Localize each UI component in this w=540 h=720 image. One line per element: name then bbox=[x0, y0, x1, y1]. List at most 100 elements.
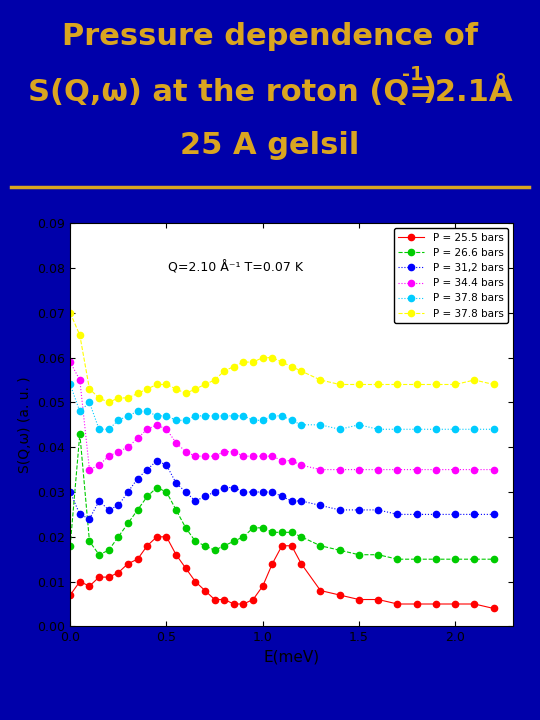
P = 25.5 bars bbox=[298, 559, 305, 568]
P = 34.4 bars bbox=[490, 465, 497, 474]
P = 31,2 bars bbox=[192, 497, 199, 505]
P = 37.8 bars bbox=[202, 412, 208, 420]
P = 37.8 bars bbox=[67, 308, 73, 317]
P = 31,2 bars bbox=[211, 487, 218, 496]
P = 26.6 bars bbox=[153, 483, 160, 492]
P = 25.5 bars bbox=[221, 595, 227, 604]
P = 25.5 bars bbox=[250, 595, 256, 604]
P = 37.8 bars bbox=[317, 420, 323, 429]
P = 34.4 bars bbox=[414, 465, 420, 474]
P = 37.8 bars bbox=[231, 412, 237, 420]
P = 37.8 bars bbox=[105, 398, 112, 407]
P = 26.6 bars bbox=[317, 541, 323, 550]
P = 34.4 bars bbox=[96, 461, 102, 469]
P = 26.6 bars bbox=[183, 523, 189, 532]
P = 31,2 bars bbox=[202, 492, 208, 501]
P = 34.4 bars bbox=[173, 438, 179, 447]
P = 37.8 bars bbox=[144, 407, 151, 415]
P = 26.6 bars bbox=[394, 555, 401, 564]
P = 34.4 bars bbox=[183, 447, 189, 456]
P = 31,2 bars bbox=[240, 487, 247, 496]
P = 34.4 bars bbox=[250, 452, 256, 461]
P = 37.8 bars bbox=[490, 380, 497, 389]
P = 34.4 bars bbox=[153, 420, 160, 429]
P = 26.6 bars bbox=[77, 429, 83, 438]
P = 37.8 bars bbox=[240, 358, 247, 366]
P = 34.4 bars bbox=[240, 452, 247, 461]
P = 37.8 bars bbox=[433, 380, 439, 389]
P = 34.4 bars bbox=[67, 358, 73, 366]
P = 31,2 bars bbox=[250, 487, 256, 496]
Line: P = 37.8 bars: P = 37.8 bars bbox=[67, 310, 497, 405]
P = 26.6 bars bbox=[375, 550, 381, 559]
Text: Pressure dependence of: Pressure dependence of bbox=[62, 22, 478, 51]
P = 34.4 bars bbox=[433, 465, 439, 474]
P = 37.8 bars bbox=[298, 420, 305, 429]
P = 34.4 bars bbox=[394, 465, 401, 474]
P = 37.8 bars bbox=[394, 380, 401, 389]
P = 31,2 bars bbox=[394, 510, 401, 518]
P = 37.8 bars bbox=[153, 380, 160, 389]
P = 34.4 bars bbox=[317, 465, 323, 474]
P = 26.6 bars bbox=[356, 550, 362, 559]
Line: P = 26.6 bars: P = 26.6 bars bbox=[67, 431, 497, 562]
P = 25.5 bars bbox=[211, 595, 218, 604]
Line: P = 25.5 bars: P = 25.5 bars bbox=[67, 534, 497, 611]
P = 37.8 bars bbox=[144, 384, 151, 393]
P = 26.6 bars bbox=[231, 537, 237, 546]
P = 37.8 bars bbox=[134, 407, 141, 415]
P = 31,2 bars bbox=[269, 487, 275, 496]
P = 25.5 bars bbox=[471, 600, 478, 608]
P = 26.6 bars bbox=[471, 555, 478, 564]
P = 25.5 bars bbox=[490, 604, 497, 613]
P = 37.8 bars bbox=[414, 380, 420, 389]
Y-axis label: S(Q,ω) (a. u. ): S(Q,ω) (a. u. ) bbox=[18, 377, 32, 473]
P = 34.4 bars bbox=[375, 465, 381, 474]
P = 26.6 bars bbox=[298, 533, 305, 541]
P = 34.4 bars bbox=[356, 465, 362, 474]
P = 37.8 bars bbox=[183, 389, 189, 397]
P = 37.8 bars bbox=[86, 384, 93, 393]
P = 26.6 bars bbox=[173, 505, 179, 514]
P = 26.6 bars bbox=[202, 541, 208, 550]
P = 25.5 bars bbox=[317, 586, 323, 595]
P = 26.6 bars bbox=[192, 537, 199, 546]
P = 26.6 bars bbox=[105, 546, 112, 554]
P = 26.6 bars bbox=[211, 546, 218, 554]
P = 26.6 bars bbox=[279, 528, 285, 536]
P = 34.4 bars bbox=[192, 452, 199, 461]
P = 34.4 bars bbox=[279, 456, 285, 465]
P = 37.8 bars bbox=[471, 376, 478, 384]
P = 25.5 bars bbox=[67, 590, 73, 599]
P = 37.8 bars bbox=[260, 354, 266, 362]
P = 37.8 bars bbox=[105, 425, 112, 433]
P = 31,2 bars bbox=[375, 505, 381, 514]
P = 37.8 bars bbox=[231, 362, 237, 371]
P = 25.5 bars bbox=[452, 600, 458, 608]
P = 37.8 bars bbox=[375, 380, 381, 389]
P = 31,2 bars bbox=[96, 497, 102, 505]
P = 34.4 bars bbox=[105, 452, 112, 461]
P = 34.4 bars bbox=[115, 447, 122, 456]
Text: 25 A gelsil: 25 A gelsil bbox=[180, 130, 360, 160]
P = 25.5 bars bbox=[192, 577, 199, 586]
P = 37.8 bars bbox=[288, 362, 295, 371]
P = 37.8 bars bbox=[77, 407, 83, 415]
P = 37.8 bars bbox=[202, 380, 208, 389]
P = 25.5 bars bbox=[288, 541, 295, 550]
P = 34.4 bars bbox=[134, 434, 141, 443]
P = 26.6 bars bbox=[490, 555, 497, 564]
P = 26.6 bars bbox=[250, 523, 256, 532]
Legend: P = 25.5 bars, P = 26.6 bars, P = 31,2 bars, P = 34.4 bars, P = 37.8 bars, P = 3: P = 25.5 bars, P = 26.6 bars, P = 31,2 b… bbox=[394, 228, 508, 323]
P = 37.8 bars bbox=[134, 389, 141, 397]
P = 31,2 bars bbox=[288, 497, 295, 505]
P = 34.4 bars bbox=[336, 465, 343, 474]
P = 31,2 bars bbox=[125, 487, 131, 496]
P = 34.4 bars bbox=[163, 425, 170, 433]
P = 25.5 bars bbox=[163, 533, 170, 541]
P = 25.5 bars bbox=[77, 577, 83, 586]
P = 31,2 bars bbox=[471, 510, 478, 518]
P = 37.8 bars bbox=[250, 416, 256, 425]
X-axis label: E(meV): E(meV) bbox=[264, 650, 320, 665]
P = 25.5 bars bbox=[336, 590, 343, 599]
